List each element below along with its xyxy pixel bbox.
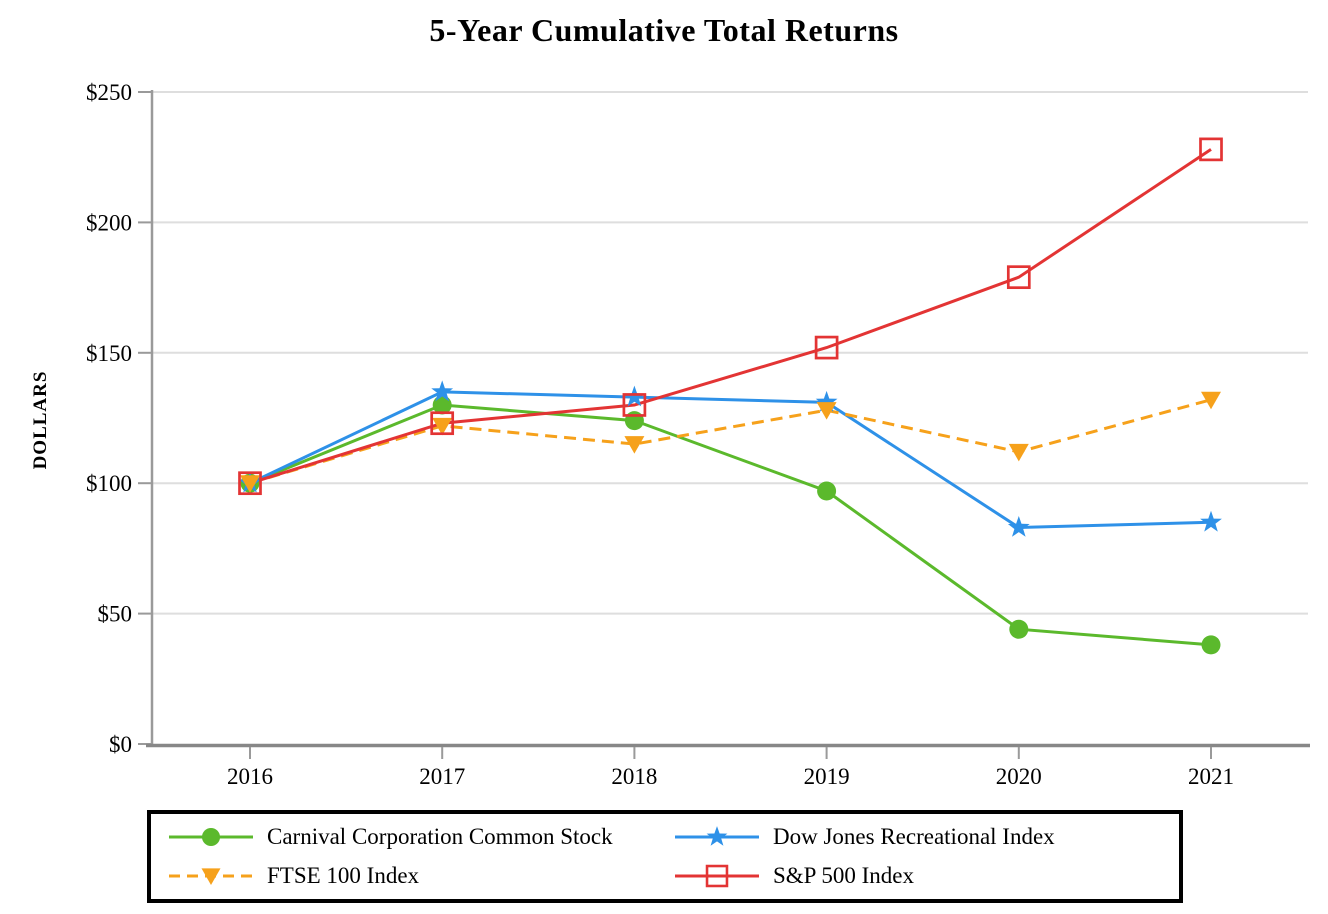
marker-s-p-500-index-2021 (1199, 137, 1223, 162)
legend-item-ftse-100: FTSE 100 Index (159, 858, 665, 894)
legend-label-sp-500: S&P 500 Index (773, 863, 914, 888)
marker-carnival-corporation-common-stock-2021 (1201, 635, 1221, 655)
legend-symbol-ftse-100-index (201, 868, 221, 886)
legend-box: Carnival Corporation Common Stock Dow Jo… (147, 810, 1183, 903)
marker-s-p-500-index-2020 (1006, 265, 1031, 290)
legend-label-dow-jones: Dow Jones Recreational Index (773, 824, 1055, 849)
legend-item-sp-500: S&P 500 Index (665, 858, 1171, 894)
marker-ftse-100-index-2017 (432, 417, 453, 436)
marker-carnival-corporation-common-stock-2019 (817, 481, 837, 501)
legend-symbol-carnival-corporation-common-stock (201, 827, 221, 847)
marker-dow-jones-recreational-index-2021 (1200, 510, 1222, 532)
legend-marker-sp-500-square-icon (675, 864, 759, 888)
x-tick-label-2020: 2020 (996, 764, 1042, 789)
y-tick-label-0: $0 (109, 732, 132, 757)
legend-marker-ftse-100-triangle-icon (169, 868, 253, 886)
y-tick-label-100: $100 (86, 471, 132, 496)
legend-label-carnival: Carnival Corporation Common Stock (267, 824, 613, 849)
legend-symbol-s-p-500-index (705, 864, 729, 888)
x-tick-label-2018: 2018 (611, 764, 657, 789)
marker-ftse-100-index-2018 (624, 436, 645, 454)
marker-carnival-corporation-common-stock-2017 (432, 395, 452, 415)
marker-ftse-100-index-2016 (240, 475, 260, 493)
x-tick-label-2019: 2019 (804, 764, 850, 789)
chart-title: 5-Year Cumulative Total Returns (429, 12, 899, 48)
legend-symbol-dow-jones-recreational-index (706, 826, 728, 846)
plot-area: $0 $50 $100 $150 $200 $250 2016 2017 2018 2019 202… (86, 80, 1310, 789)
marker-carnival-corporation-common-stock-2018 (624, 411, 644, 431)
marker-ftse-100-index-2020 (1008, 443, 1029, 462)
marker-s-p-500-index-2017 (430, 411, 455, 436)
y-tick-label-50: $50 (98, 602, 133, 627)
marker-dow-jones-recreational-index-2017 (431, 380, 454, 402)
y-tick-label-200: $200 (86, 210, 132, 235)
marker-dow-jones-recreational-index-2019 (815, 390, 838, 412)
legend-marker-dow-jones-star-icon (675, 826, 759, 846)
series-line-ftse-100-index (249, 398, 1212, 485)
marker-s-p-500-index-2019 (814, 335, 839, 360)
y-tick-label-250: $250 (86, 80, 132, 105)
legend-label-ftse-100: FTSE 100 Index (267, 863, 420, 888)
x-tick-label-2017: 2017 (419, 764, 465, 789)
legend-marker-carnival-circle-icon (169, 827, 253, 847)
marker-ftse-100-index-2019 (816, 402, 837, 420)
y-tick-label-150: $150 (86, 341, 132, 366)
marker-s-p-500-index-2016 (238, 471, 262, 496)
x-tick-label-2021: 2021 (1188, 764, 1234, 789)
series-line-dow-jones-recreational-index (249, 390, 1212, 530)
marker-carnival-corporation-common-stock-2020 (1009, 619, 1029, 639)
marker-s-p-500-index-2018 (622, 393, 647, 417)
marker-dow-jones-recreational-index-2020 (1007, 516, 1030, 537)
marker-ftse-100-index-2021 (1201, 391, 1221, 410)
series-line-carnival-corporation-common-stock (249, 403, 1212, 647)
series-line-s-p-500-index (249, 148, 1212, 485)
legend-item-dow-jones: Dow Jones Recreational Index (665, 819, 1171, 855)
x-tick-label-2016: 2016 (227, 764, 273, 789)
legend-item-carnival: Carnival Corporation Common Stock (159, 819, 665, 855)
marker-dow-jones-recreational-index-2018 (623, 385, 646, 407)
